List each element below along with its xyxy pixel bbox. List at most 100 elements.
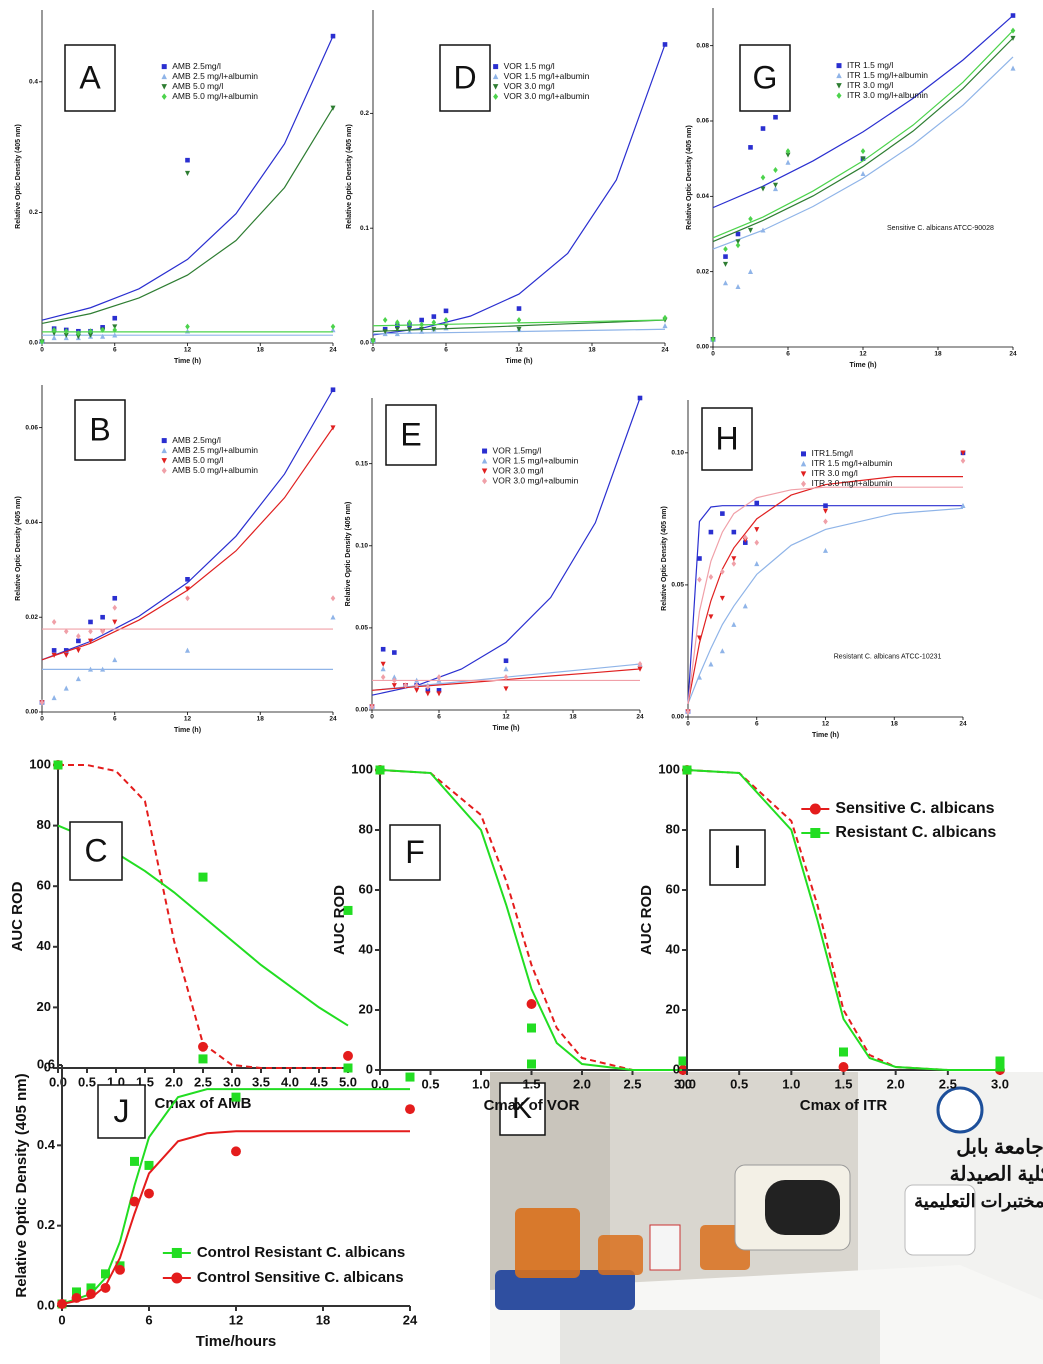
legend-marker (482, 449, 487, 454)
x-tick-label: 12 (184, 347, 192, 354)
x-tick-label: 6 (113, 716, 117, 723)
x-axis-label: Time (h) (849, 362, 876, 369)
y-axis-label: Relative Optic Density (405 nm) (686, 125, 693, 230)
data-point (52, 648, 57, 653)
data-point (331, 324, 336, 330)
legend-marker (482, 469, 488, 475)
y-tick-label: 0.04 (25, 519, 38, 526)
data-point (185, 324, 190, 330)
x-tick-label: 0 (371, 347, 375, 354)
data-point (432, 314, 437, 319)
y-tick-label: 40 (666, 941, 680, 956)
x-axis-label: Time (h) (492, 725, 519, 732)
y-tick-label: 40 (359, 941, 373, 956)
data-point (754, 501, 759, 506)
y-axis-label: Relative Optic Density (405 nm) (345, 502, 352, 607)
panel-label: H (715, 420, 738, 456)
data-point (754, 561, 759, 566)
y-tick-label: 0.00 (671, 714, 684, 721)
x-tick-label: 12 (229, 1312, 243, 1327)
panel-label: G (753, 59, 778, 95)
legend-marker (801, 451, 806, 456)
legend-label: ITR 3.0 mg/l (847, 80, 893, 90)
panel-label: C (84, 832, 107, 868)
data-point (663, 42, 668, 47)
data-point (683, 766, 692, 775)
data-point (330, 614, 335, 619)
x-axis-label: Time (h) (812, 732, 839, 739)
fit-curve (688, 506, 963, 704)
annotation: Resistant C. albicans ATCC-10231 (834, 654, 942, 661)
x-tick-label: 0.0 (678, 1076, 696, 1091)
flask (515, 1208, 580, 1278)
y-axis-label: AUC ROD (331, 885, 348, 955)
data-point (748, 228, 753, 233)
data-point (344, 1064, 353, 1073)
bag (650, 1225, 680, 1270)
y-tick-label: 60 (359, 881, 373, 896)
y-tick-label: 0.02 (696, 268, 709, 275)
y-tick-label: 0 (366, 1061, 373, 1076)
legend-label: ITR 3.0 mg/l+albumin (847, 90, 928, 100)
legend-marker (493, 93, 498, 100)
data-point (527, 1024, 536, 1033)
x-tick-label: 3.0 (991, 1076, 1009, 1091)
y-tick-label: 60 (666, 881, 680, 896)
data-point (754, 527, 759, 532)
data-point (720, 511, 725, 516)
y-tick-label: 0.05 (355, 625, 368, 632)
x-tick-label: 18 (934, 351, 942, 358)
data-point (708, 614, 713, 619)
x-tick-label: 6 (113, 347, 117, 354)
data-point (381, 647, 386, 652)
data-point (406, 1073, 415, 1082)
x-tick-label: 5.0 (339, 1074, 357, 1089)
data-point (130, 1197, 140, 1207)
data-point (527, 999, 537, 1009)
legend-marker (161, 84, 167, 90)
x-tick-label: 18 (257, 347, 265, 354)
y-tick-label: 0.08 (696, 42, 709, 49)
data-point (773, 115, 778, 120)
panel-label: D (453, 59, 476, 95)
x-tick-label: 12 (822, 721, 830, 728)
x-tick-label: 3.0 (223, 1074, 241, 1089)
data-point (735, 284, 740, 289)
data-point (414, 688, 419, 693)
data-point (383, 317, 388, 323)
x-tick-label: 6 (145, 1312, 152, 1327)
x-tick-label: 24 (636, 714, 644, 721)
legend-label: VOR 1.5mg/l (493, 445, 542, 455)
y-tick-label: 0.1 (360, 225, 369, 232)
data-point (112, 605, 117, 611)
x-tick-label: 12 (859, 351, 867, 358)
legend-marker (161, 448, 167, 454)
data-point (731, 556, 736, 561)
data-point (436, 691, 441, 696)
photo: جامعة بابل كلية الصيدلة المختبرات التعلي… (490, 1072, 1043, 1364)
y-tick-label: 0.4 (37, 1137, 56, 1152)
data-point (64, 653, 69, 658)
data-point (839, 1062, 849, 1072)
sign-text: المختبرات التعليمية (914, 1191, 1043, 1212)
x-tick-label: 12 (184, 716, 192, 723)
data-point (773, 183, 778, 188)
y-tick-label: 100 (29, 756, 51, 771)
data-point (100, 334, 105, 339)
data-point (57, 1299, 67, 1309)
data-point (697, 556, 702, 561)
data-point (331, 34, 336, 39)
x-tick-label: 2.0 (573, 1076, 591, 1091)
data-point (425, 691, 430, 696)
y-axis-label: Relative Optic Density (405 nm) (13, 1073, 30, 1297)
y-tick-label: 0.06 (696, 118, 709, 125)
data-point (773, 167, 778, 173)
legend-label: Sensitive C. albicans (835, 800, 994, 817)
x-tick-label: 0 (40, 347, 44, 354)
data-point (144, 1189, 154, 1199)
data-point (419, 322, 424, 328)
data-point (76, 633, 81, 639)
y-tick-label: 0.0 (29, 340, 38, 347)
x-tick-label: 0 (370, 714, 374, 721)
x-tick-label: 1.5 (834, 1076, 852, 1091)
